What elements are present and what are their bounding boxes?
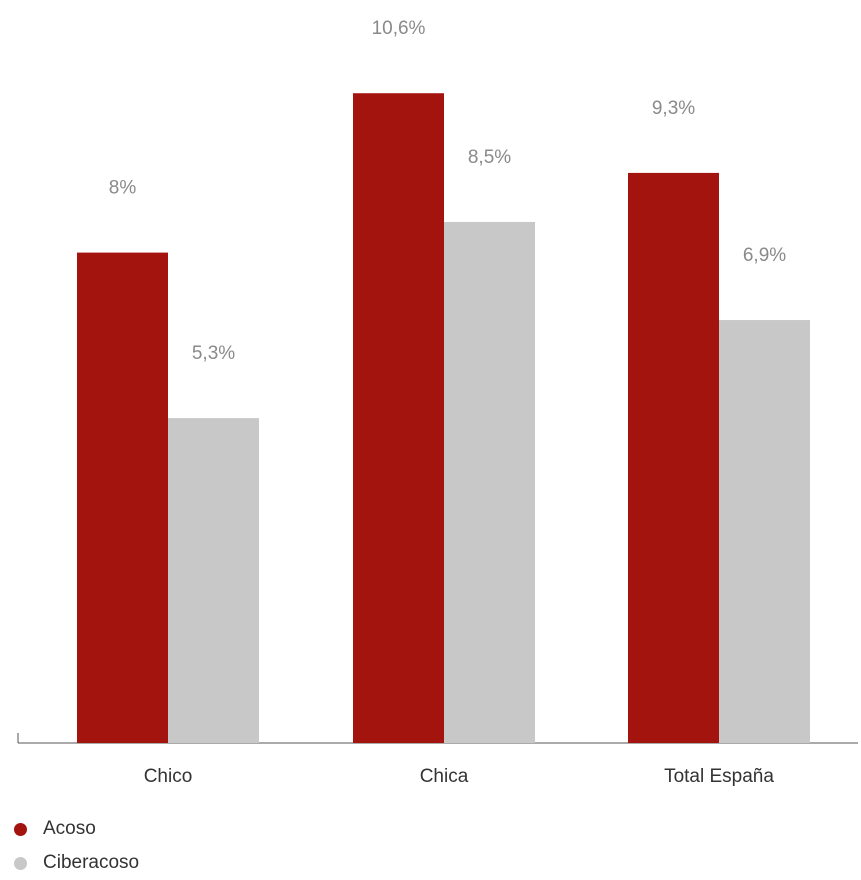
- value-label-acoso-chico: 8%: [109, 178, 137, 199]
- legend-item-acoso: Acoso: [14, 812, 139, 846]
- value-labels-group: 8% 5,3% 10,6% 8,5% 9,3% 6,9%: [109, 18, 786, 364]
- bar-acoso-total-espana: [628, 172, 719, 743]
- value-label-ciberacoso-chico: 5,3%: [192, 343, 235, 364]
- bar-chart: 8% 5,3% 10,6% 8,5% 9,3% 6,9% Chico Chica Total …: [17, 18, 858, 787]
- legend: Acoso Ciberacoso: [14, 812, 139, 880]
- category-label-chico: Chico: [144, 766, 193, 787]
- category-label-total-espana: Total España: [664, 766, 774, 787]
- bar-ciberacoso-chica: [444, 221, 535, 743]
- value-label-ciberacoso-total-espana: 6,9%: [743, 245, 786, 266]
- legend-label-acoso: Acoso: [43, 818, 96, 839]
- category-labels-group: Chico Chica Total España: [144, 766, 775, 787]
- value-label-ciberacoso-chica: 8,5%: [468, 147, 511, 168]
- bar-ciberacoso-total-espana: [719, 320, 810, 743]
- value-label-acoso-chica: 10,6%: [372, 18, 426, 39]
- bar-ciberacoso-chico: [168, 418, 259, 743]
- legend-swatch-acoso: [14, 822, 27, 836]
- value-label-acoso-total-espana: 9,3%: [652, 98, 695, 119]
- legend-item-ciberacoso: Ciberacoso: [14, 846, 139, 880]
- category-label-chica: Chica: [420, 766, 469, 787]
- bar-acoso-chico: [77, 252, 168, 743]
- bars-group: [77, 93, 810, 744]
- bar-acoso-chica: [353, 93, 444, 744]
- legend-label-ciberacoso: Ciberacoso: [43, 852, 140, 873]
- legend-swatch-ciberacoso: [14, 856, 27, 870]
